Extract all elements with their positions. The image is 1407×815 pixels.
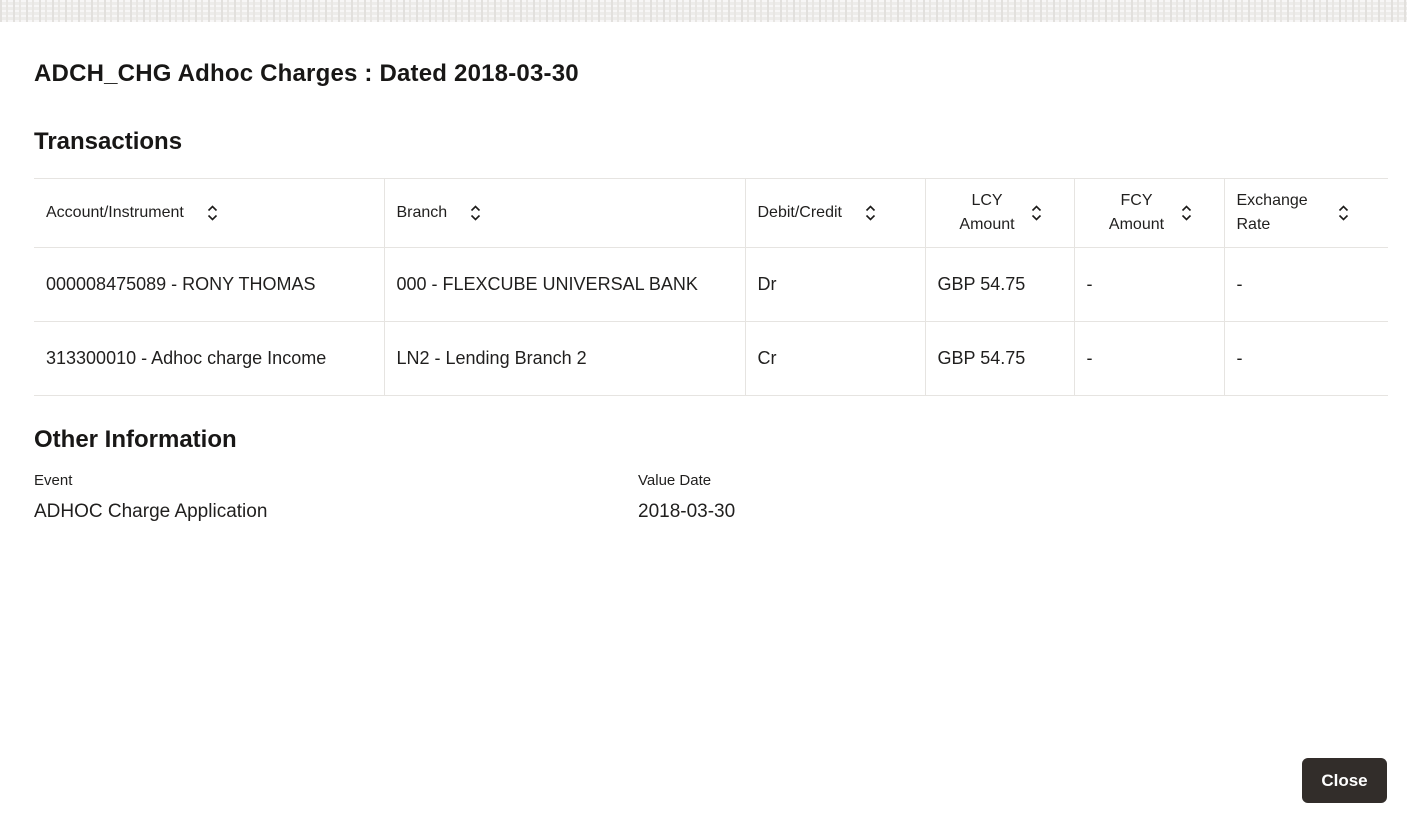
table-row[interactable]: 000008475089 - RONY THOMAS 000 - FLEXCUB… — [34, 247, 1388, 322]
field-value: 2018-03-30 — [638, 501, 736, 522]
cell-debit-credit: Dr — [744, 247, 925, 322]
cell-branch: LN2 - Lending Branch 2 — [383, 321, 745, 396]
column-header-label: Exchange Rate — [1236, 192, 1308, 233]
cell-lcy-amount: GBP 54.75 — [924, 247, 1074, 322]
cell-fcy-amount: - — [1073, 247, 1224, 322]
cell-exchange-rate: - — [1223, 247, 1388, 322]
sort-icon[interactable] — [1030, 203, 1043, 223]
transactions-heading: Transactions — [34, 128, 183, 155]
sort-icon[interactable] — [206, 203, 219, 223]
column-header-label: LCY Amount — [959, 192, 1015, 233]
transactions-table: Account/Instrument Branch — [34, 178, 1388, 396]
column-header-account-instrument[interactable]: Account/Instrument — [34, 178, 384, 248]
other-information-section: Other Information Event ADHOC Charge App… — [34, 426, 1388, 523]
cell-branch: 000 - FLEXCUBE UNIVERSAL BANK — [383, 247, 745, 322]
table-header-row: Account/Instrument Branch — [34, 178, 1388, 248]
column-header-label: Account/Instrument — [46, 204, 184, 221]
field-value: ADHOC Charge Application — [34, 501, 268, 522]
column-header-label: FCY Amount — [1108, 192, 1165, 233]
column-header-label: Branch — [396, 204, 448, 221]
cell-debit-credit: Cr — [744, 321, 925, 396]
other-information-fields: Event ADHOC Charge Application Value Dat… — [34, 472, 1388, 523]
column-header-fcy-amount[interactable]: FCY Amount — [1073, 178, 1224, 248]
adhoc-charges-dialog: ADCH_CHG Adhoc Charges : Dated 2018-03-3… — [0, 60, 1407, 523]
table-row[interactable]: 313300010 - Adhoc charge Income LN2 - Le… — [34, 321, 1388, 396]
sort-icon[interactable] — [469, 203, 482, 223]
background-texture — [0, 0, 1407, 22]
transactions-section: Transactions Account/Instrument — [34, 128, 1388, 396]
field-event: Event ADHOC Charge Application — [34, 472, 638, 523]
cell-account-instrument: 313300010 - Adhoc charge Income — [34, 321, 384, 396]
cell-fcy-amount: - — [1073, 321, 1224, 396]
sort-icon[interactable] — [1337, 203, 1350, 223]
close-button[interactable]: Close — [1302, 758, 1387, 803]
column-header-exchange-rate[interactable]: Exchange Rate — [1223, 178, 1388, 248]
column-header-lcy-amount[interactable]: LCY Amount — [924, 178, 1074, 248]
field-label: Event — [34, 472, 73, 489]
cell-lcy-amount: GBP 54.75 — [924, 321, 1074, 396]
sort-icon[interactable] — [864, 203, 877, 223]
page-title: ADCH_CHG Adhoc Charges : Dated 2018-03-3… — [34, 60, 579, 87]
column-header-label: Debit/Credit — [757, 204, 842, 221]
column-header-branch[interactable]: Branch — [383, 178, 745, 248]
field-value-date: Value Date 2018-03-30 — [638, 472, 735, 523]
field-label: Value Date — [638, 472, 712, 489]
column-header-debit-credit[interactable]: Debit/Credit — [744, 178, 925, 248]
cell-account-instrument: 000008475089 - RONY THOMAS — [34, 247, 384, 322]
cell-exchange-rate: - — [1223, 321, 1388, 396]
other-information-heading: Other Information — [34, 426, 237, 453]
sort-icon[interactable] — [1180, 203, 1193, 223]
